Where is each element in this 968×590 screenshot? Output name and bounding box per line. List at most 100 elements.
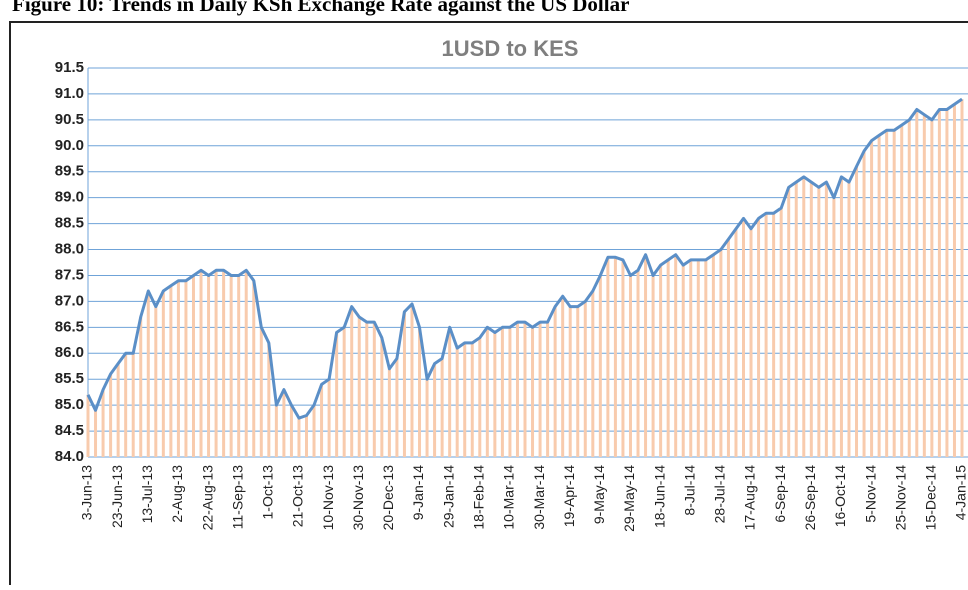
bar [515,322,519,457]
bar [742,218,745,457]
bar [538,322,542,457]
bar [900,125,904,457]
x-tick-label: 17-Aug-14 [742,465,758,531]
y-tick-label: 84.5 [55,422,84,439]
bar [448,327,452,457]
x-tick-label: 4-Jan-15 [953,465,968,520]
bar [757,218,761,457]
bar [485,327,489,457]
x-tick-label: 10-Mar-14 [501,465,517,530]
bar [109,374,113,457]
bar [259,327,263,457]
x-tick-label: 25-Nov-14 [892,465,908,531]
bar [274,405,278,457]
bar [606,257,610,457]
bar [704,259,708,457]
bar [184,280,188,457]
bar [772,213,776,457]
x-tick-label: 29-May-14 [621,465,637,532]
bar [244,270,248,457]
bar [131,353,135,457]
bar [207,275,211,457]
x-tick-label: 2-Aug-13 [169,465,185,523]
bar [357,316,361,457]
bar [470,342,474,457]
bar [463,342,467,457]
x-tick-label: 5-Nov-14 [862,465,878,523]
bar [229,275,233,457]
bar [870,140,874,457]
bar [576,306,580,457]
bar [862,150,866,457]
bar [372,322,376,457]
x-tick-label: 20-Dec-13 [380,465,396,531]
bar [500,327,504,457]
bar [802,176,806,458]
x-tick-label: 1-Oct-13 [260,465,276,520]
x-tick-label: 28-Jul-14 [712,465,728,524]
bar [832,197,836,457]
y-tick-label: 91.5 [55,59,84,76]
bar [568,306,572,457]
bar [455,348,459,457]
x-tick-label: 3-Jun-13 [79,465,95,520]
bar [101,389,105,457]
y-tick-label: 87.5 [55,266,84,283]
x-tick-label: 9-Jan-14 [410,465,426,520]
x-tick-label: 30-Nov-13 [350,465,366,531]
bar [561,296,565,457]
x-tick-label: 29-Jan-14 [440,465,456,528]
bar [410,303,414,457]
bar [696,259,700,457]
bar [824,182,828,457]
bar [885,130,889,458]
bar [930,119,934,457]
y-tick-label: 90.0 [55,137,84,154]
bar [387,368,391,457]
x-tick-label: 10-Nov-13 [320,465,336,531]
bar [907,119,911,457]
bar [726,239,730,457]
bar [342,327,346,457]
chart-title: 1USD to KES [442,36,579,61]
bar [598,275,602,457]
bar [493,332,497,457]
bar [764,213,768,457]
x-tick-label: 30-Mar-14 [531,465,547,530]
bar [960,99,964,458]
bar [289,405,293,457]
y-tick-label: 86.0 [55,344,84,361]
bar [418,327,422,457]
bar [320,384,324,457]
x-tick-label: 23-Jun-13 [109,465,125,528]
bar [312,405,316,457]
x-tick-label: 21-Oct-13 [290,465,306,527]
bar [335,332,339,457]
bar [681,265,685,457]
bar [689,259,693,457]
y-tick-label: 87.0 [55,292,84,309]
x-tick-label: 22-Aug-13 [199,465,215,531]
bar [847,182,851,457]
bar [297,418,301,457]
line [86,97,963,420]
bar [719,249,723,457]
x-tick-label: 26-Sep-14 [802,465,818,531]
bar [546,322,550,457]
bar [817,187,821,457]
bar [395,358,399,457]
bar [531,327,535,457]
bar [94,410,98,457]
bar [169,285,173,457]
y-tick-label: 89.0 [55,189,84,206]
bar [191,275,195,457]
x-tick-label: 6-Sep-14 [772,465,788,523]
x-tick-label: 18-Feb-14 [470,465,486,530]
bar [305,415,308,457]
bar [116,363,120,457]
bar [711,254,715,457]
bar [922,114,926,458]
bar [237,275,241,457]
bar [402,311,406,457]
